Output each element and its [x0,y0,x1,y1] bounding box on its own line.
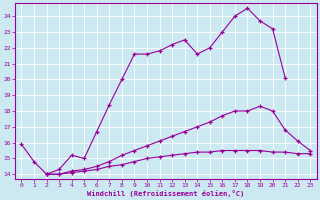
X-axis label: Windchill (Refroidissement éolien,°C): Windchill (Refroidissement éolien,°C) [87,190,244,197]
